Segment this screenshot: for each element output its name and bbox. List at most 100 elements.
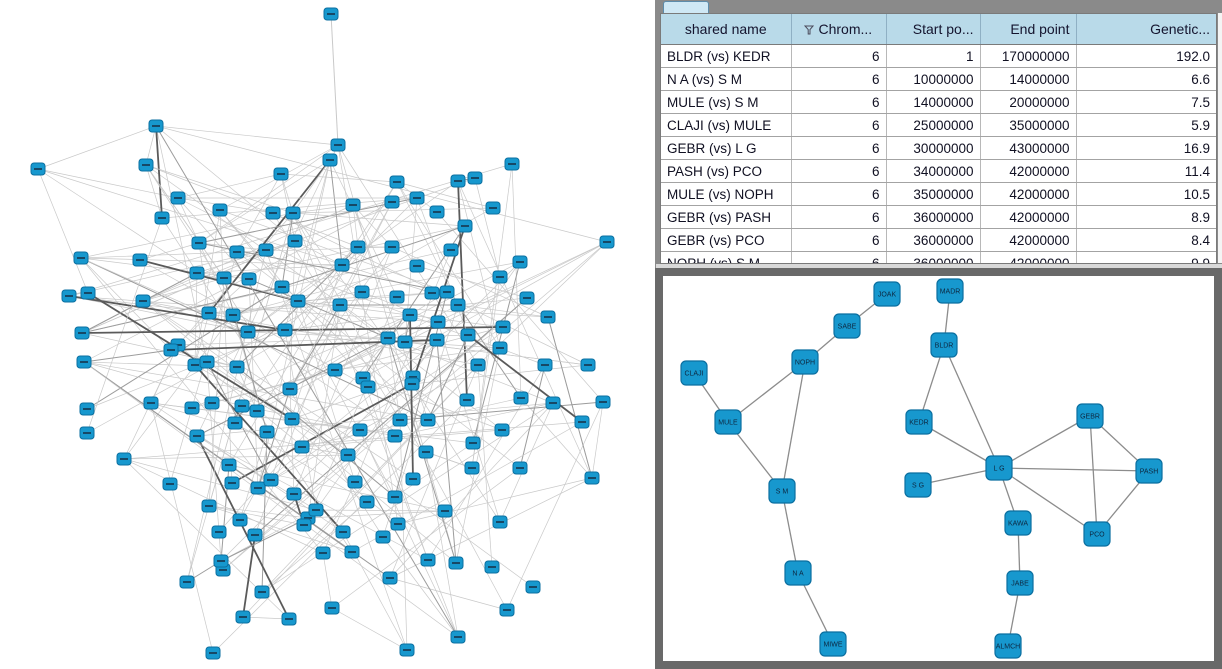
network-node-gebr[interactable]: GEBR: [1076, 403, 1104, 429]
network-node-l-g[interactable]: L G: [985, 455, 1013, 481]
table-cell[interactable]: BLDR (vs) KEDR: [661, 44, 792, 68]
table-cell[interactable]: 25000000: [886, 113, 981, 137]
column-header-genetic-distance[interactable]: Genetic...: [1076, 14, 1216, 45]
network-node-bldr[interactable]: BLDR: [930, 332, 958, 358]
table-cell[interactable]: PASH (vs) PCO: [661, 159, 792, 183]
table-row[interactable]: GEBR (vs) PASH 6 36000000 42000000 8.9: [661, 205, 1216, 229]
node-label-smudge: [215, 531, 223, 533]
network-node-kedr[interactable]: KEDR: [905, 409, 933, 435]
table-cell[interactable]: GEBR (vs) L G: [661, 136, 792, 160]
table-cell[interactable]: 43000000: [980, 136, 1077, 160]
network-node-sabe[interactable]: SABE: [833, 313, 861, 339]
column-header-start-point[interactable]: Start po...: [886, 14, 981, 45]
network-node-pash[interactable]: PASH: [1135, 458, 1163, 484]
table-cell[interactable]: 42000000: [980, 182, 1077, 206]
network-node-mule[interactable]: MULE: [714, 409, 742, 435]
table-cell[interactable]: 6: [791, 44, 887, 68]
attribute-table-panel[interactable]: shared name Chrom... Start po... End poi…: [660, 13, 1217, 264]
network-node-almch[interactable]: ALMCH: [994, 633, 1022, 659]
table-cell[interactable]: 30000000: [886, 136, 981, 160]
table-cell[interactable]: 1: [886, 44, 981, 68]
network-edge: [150, 402, 303, 448]
panel-divider[interactable]: [656, 264, 1222, 268]
table-cell[interactable]: 20000000: [980, 90, 1077, 114]
table-cell[interactable]: 7.5: [1076, 90, 1216, 114]
network-node-s-g[interactable]: S G: [904, 472, 932, 498]
network-node-kawa[interactable]: KAWA: [1004, 510, 1032, 536]
table-cell[interactable]: 6: [791, 182, 887, 206]
table-cell[interactable]: 14000000: [886, 90, 981, 114]
table-cell[interactable]: 10.5: [1076, 182, 1216, 206]
table-cell[interactable]: 5.9: [1076, 113, 1216, 137]
network-node-miwe[interactable]: MIWE: [819, 631, 847, 657]
network-edge: [155, 125, 208, 363]
column-header-chromosome[interactable]: Chrom...: [791, 14, 887, 45]
table-row[interactable]: BLDR (vs) KEDR 6 1 170000000 192.0: [661, 44, 1216, 68]
table-cell[interactable]: 42000000: [980, 251, 1077, 263]
network-view-secondary[interactable]: JOAK SABE NOPH CLAJI MULE S M N A MIWE MADR BLDR K…: [655, 268, 1222, 669]
table-cell[interactable]: NOPH (vs) S M: [661, 251, 792, 263]
table-row[interactable]: MULE (vs) S M 6 14000000 20000000 7.5: [661, 90, 1216, 114]
table-cell[interactable]: 14000000: [980, 67, 1077, 91]
table-cell[interactable]: MULE (vs) S M: [661, 90, 792, 114]
network-node-madr[interactable]: MADR: [936, 278, 964, 304]
table-cell[interactable]: GEBR (vs) PASH: [661, 205, 792, 229]
table-cell[interactable]: 36000000: [886, 228, 981, 252]
table-cell[interactable]: 35000000: [980, 113, 1077, 137]
node-label-smudge: [142, 164, 150, 166]
table-row[interactable]: CLAJI (vs) MULE 6 25000000 35000000 5.9: [661, 113, 1216, 137]
table-cell[interactable]: 42000000: [980, 205, 1077, 229]
table-row[interactable]: GEBR (vs) L G 6 30000000 43000000 16.9: [661, 136, 1216, 160]
table-cell[interactable]: 192.0: [1076, 44, 1216, 68]
table-cell[interactable]: 6: [791, 90, 887, 114]
column-header-end-point[interactable]: End point: [980, 14, 1077, 45]
funnel-icon[interactable]: [803, 25, 814, 35]
table-row[interactable]: GEBR (vs) PCO 6 36000000 42000000 8.4: [661, 228, 1216, 252]
node-label-smudge: [84, 292, 92, 294]
node-label-smudge: [251, 534, 259, 536]
network-view-main[interactable]: [0, 0, 655, 669]
network-node-noph[interactable]: NOPH: [791, 349, 819, 375]
table-cell[interactable]: 9.9: [1076, 251, 1216, 263]
table-cell[interactable]: 8.9: [1076, 205, 1216, 229]
network-node-pco[interactable]: PCO: [1083, 521, 1111, 547]
table-cell[interactable]: 6: [791, 67, 887, 91]
network-node-s-m[interactable]: S M: [768, 478, 796, 504]
network-node-claji[interactable]: CLAJI: [680, 360, 708, 386]
table-scrollbar-track[interactable]: [1218, 13, 1222, 263]
table-cell[interactable]: CLAJI (vs) MULE: [661, 113, 792, 137]
large-network-svg[interactable]: [0, 0, 655, 669]
node-label-smudge: [354, 246, 362, 248]
table-cell[interactable]: 6: [791, 159, 887, 183]
table-cell[interactable]: GEBR (vs) PCO: [661, 228, 792, 252]
table-row[interactable]: MULE (vs) NOPH 6 35000000 42000000 10.5: [661, 182, 1216, 206]
table-cell[interactable]: 42000000: [980, 159, 1077, 183]
table-row[interactable]: N A (vs) S M 6 10000000 14000000 6.6: [661, 67, 1216, 91]
table-cell[interactable]: 11.4: [1076, 159, 1216, 183]
table-cell[interactable]: 170000000: [980, 44, 1077, 68]
network-node-n-a[interactable]: N A: [784, 560, 812, 586]
table-row[interactable]: PASH (vs) PCO 6 34000000 42000000 11.4: [661, 159, 1216, 183]
table-cell[interactable]: 6.6: [1076, 67, 1216, 91]
table-cell[interactable]: 10000000: [886, 67, 981, 91]
table-cell[interactable]: 36000000: [886, 251, 981, 263]
small-network-svg[interactable]: JOAK SABE NOPH CLAJI MULE S M N A MIWE MADR BLDR K…: [663, 276, 1214, 661]
table-cell[interactable]: 6: [791, 205, 887, 229]
column-header-shared-name[interactable]: shared name: [661, 14, 792, 45]
table-cell[interactable]: 6: [791, 113, 887, 137]
table-row[interactable]: NOPH (vs) S M 6 36000000 42000000 9.9: [661, 251, 1216, 263]
table-cell[interactable]: 8.4: [1076, 228, 1216, 252]
table-cell[interactable]: N A (vs) S M: [661, 67, 792, 91]
table-cell[interactable]: 42000000: [980, 228, 1077, 252]
table-cell[interactable]: 6: [791, 251, 887, 263]
network-node-jabe[interactable]: JABE: [1006, 570, 1034, 596]
network-edge: [68, 295, 286, 331]
table-cell[interactable]: MULE (vs) NOPH: [661, 182, 792, 206]
table-cell[interactable]: 36000000: [886, 205, 981, 229]
table-cell[interactable]: 6: [791, 136, 887, 160]
network-node-joak[interactable]: JOAK: [873, 281, 901, 307]
table-cell[interactable]: 35000000: [886, 182, 981, 206]
table-cell[interactable]: 6: [791, 228, 887, 252]
table-cell[interactable]: 34000000: [886, 159, 981, 183]
table-cell[interactable]: 16.9: [1076, 136, 1216, 160]
